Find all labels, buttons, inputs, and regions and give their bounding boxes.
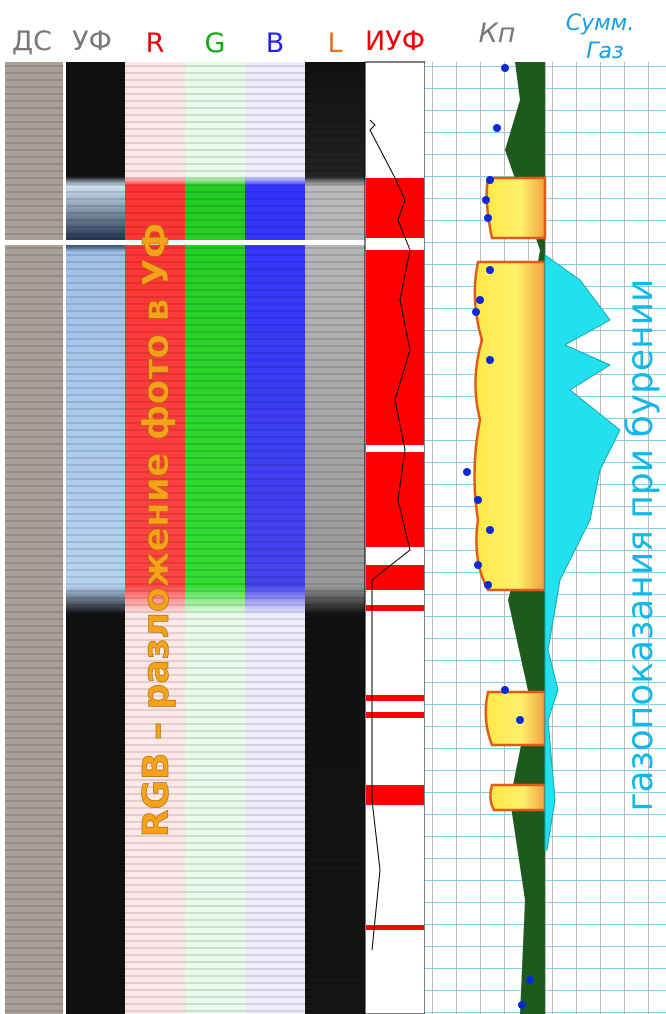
header: ДС УФ R G B L ИУФ Кп Сумм. Газ <box>12 11 634 64</box>
tracks <box>0 62 666 1014</box>
column-header: Газ <box>586 39 623 64</box>
column-header: B <box>266 28 285 59</box>
column-header: Кп <box>479 18 516 49</box>
column-header: R <box>146 28 165 59</box>
rgb-annotation: RGB – разложение фото в УФ <box>136 223 177 838</box>
column-header: G <box>205 28 226 59</box>
column-header: УФ <box>72 26 112 57</box>
column-header: ДС <box>12 26 52 57</box>
column-header: Сумм. <box>566 11 635 36</box>
gas-annotation: газопоказания при бурении <box>620 279 661 812</box>
column-header: L <box>327 28 342 59</box>
iuf-track <box>365 62 425 1014</box>
column-header: ИУФ <box>365 26 425 57</box>
well-log: ДС УФ R G B L ИУФ Кп Сумм. Газ RGB – раз… <box>0 0 666 1014</box>
